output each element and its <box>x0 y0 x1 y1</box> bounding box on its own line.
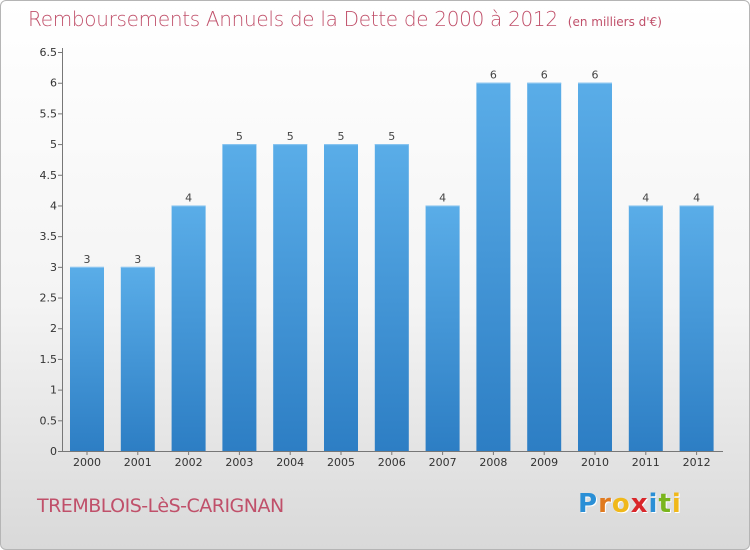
bar-2007 <box>425 205 460 451</box>
x-tick-label-2002: 2002 <box>175 456 203 469</box>
x-tick-label-2001: 2001 <box>124 456 152 469</box>
logo-letter: x <box>630 489 649 519</box>
x-tick-label-2009: 2009 <box>530 456 558 469</box>
y-tick-label-13: 6.5 <box>40 46 58 59</box>
value-label-2010: 6 <box>592 69 599 82</box>
y-tick-label-12: 6 <box>50 77 57 90</box>
y-tick-label-7: 3.5 <box>40 230 58 243</box>
logo-letter: P <box>578 489 599 519</box>
y-tick-label-6: 3 <box>50 261 57 274</box>
x-tick-label-2000: 2000 <box>73 456 101 469</box>
bar-2000 <box>70 266 104 451</box>
value-label-2006: 5 <box>388 130 395 143</box>
x-tick-label-2006: 2006 <box>378 456 406 469</box>
bar-2001 <box>120 266 155 451</box>
x-tick-label-2010: 2010 <box>581 456 609 469</box>
bar-2005 <box>324 144 358 452</box>
value-label-2002: 4 <box>185 191 192 204</box>
bar-2010 <box>578 82 612 451</box>
y-tick-label-0: 0 <box>50 445 57 458</box>
city-name: TREMBLOIS-LèS-CARIGNAN <box>37 495 284 517</box>
x-tick-label-2007: 2007 <box>429 456 457 469</box>
y-tick-label-3: 1.5 <box>40 353 58 366</box>
x-tick-label-2012: 2012 <box>683 456 711 469</box>
chart-title: Remboursements Annuels de la Dette de 20… <box>28 7 558 31</box>
logo-letter: r <box>598 489 612 519</box>
y-tick-label-11: 5.5 <box>40 107 58 120</box>
value-label-2012: 4 <box>693 191 700 204</box>
x-tick-label-2003: 2003 <box>225 456 253 469</box>
y-tick-label-2: 1 <box>50 384 57 397</box>
logo-letter: i <box>671 489 682 519</box>
value-label-2008: 6 <box>490 69 497 82</box>
bar-2009 <box>527 82 562 451</box>
bar-2011 <box>628 205 663 451</box>
value-label-2000: 3 <box>84 253 91 266</box>
logo-letter: t <box>658 489 672 519</box>
value-label-2003: 5 <box>236 130 243 143</box>
value-label-2009: 6 <box>541 69 548 82</box>
logo-letter: i <box>648 489 659 519</box>
bar-2006 <box>374 144 409 452</box>
chart-title-block: Remboursements Annuels de la Dette de 20… <box>28 7 662 31</box>
bar-2002 <box>171 205 206 451</box>
logo-letter: o <box>611 489 631 519</box>
chart-unit-note: (en milliers d'€) <box>567 15 662 29</box>
value-label-2011: 4 <box>642 191 649 204</box>
value-label-2005: 5 <box>338 130 345 143</box>
value-label-2001: 3 <box>134 253 141 266</box>
bar-2004 <box>273 144 308 452</box>
x-tick-label-2011: 2011 <box>632 456 660 469</box>
y-tick-label-5: 2.5 <box>40 292 58 305</box>
value-label-2004: 5 <box>287 130 294 143</box>
proxiti-logo: Proxiti <box>578 489 682 519</box>
y-tick-label-1: 0.5 <box>40 414 58 427</box>
y-tick-label-8: 4 <box>50 199 57 212</box>
y-tick-label-9: 4.5 <box>40 169 58 182</box>
bar-2003 <box>222 144 257 452</box>
bar-2008 <box>476 82 511 451</box>
y-tick-label-10: 5 <box>50 138 57 151</box>
value-label-2007: 4 <box>439 191 446 204</box>
y-tick-label-4: 2 <box>50 322 57 335</box>
x-tick-label-2004: 2004 <box>276 456 304 469</box>
bar-2012 <box>679 205 714 451</box>
x-tick-label-2005: 2005 <box>327 456 355 469</box>
x-tick-label-2008: 2008 <box>479 456 507 469</box>
